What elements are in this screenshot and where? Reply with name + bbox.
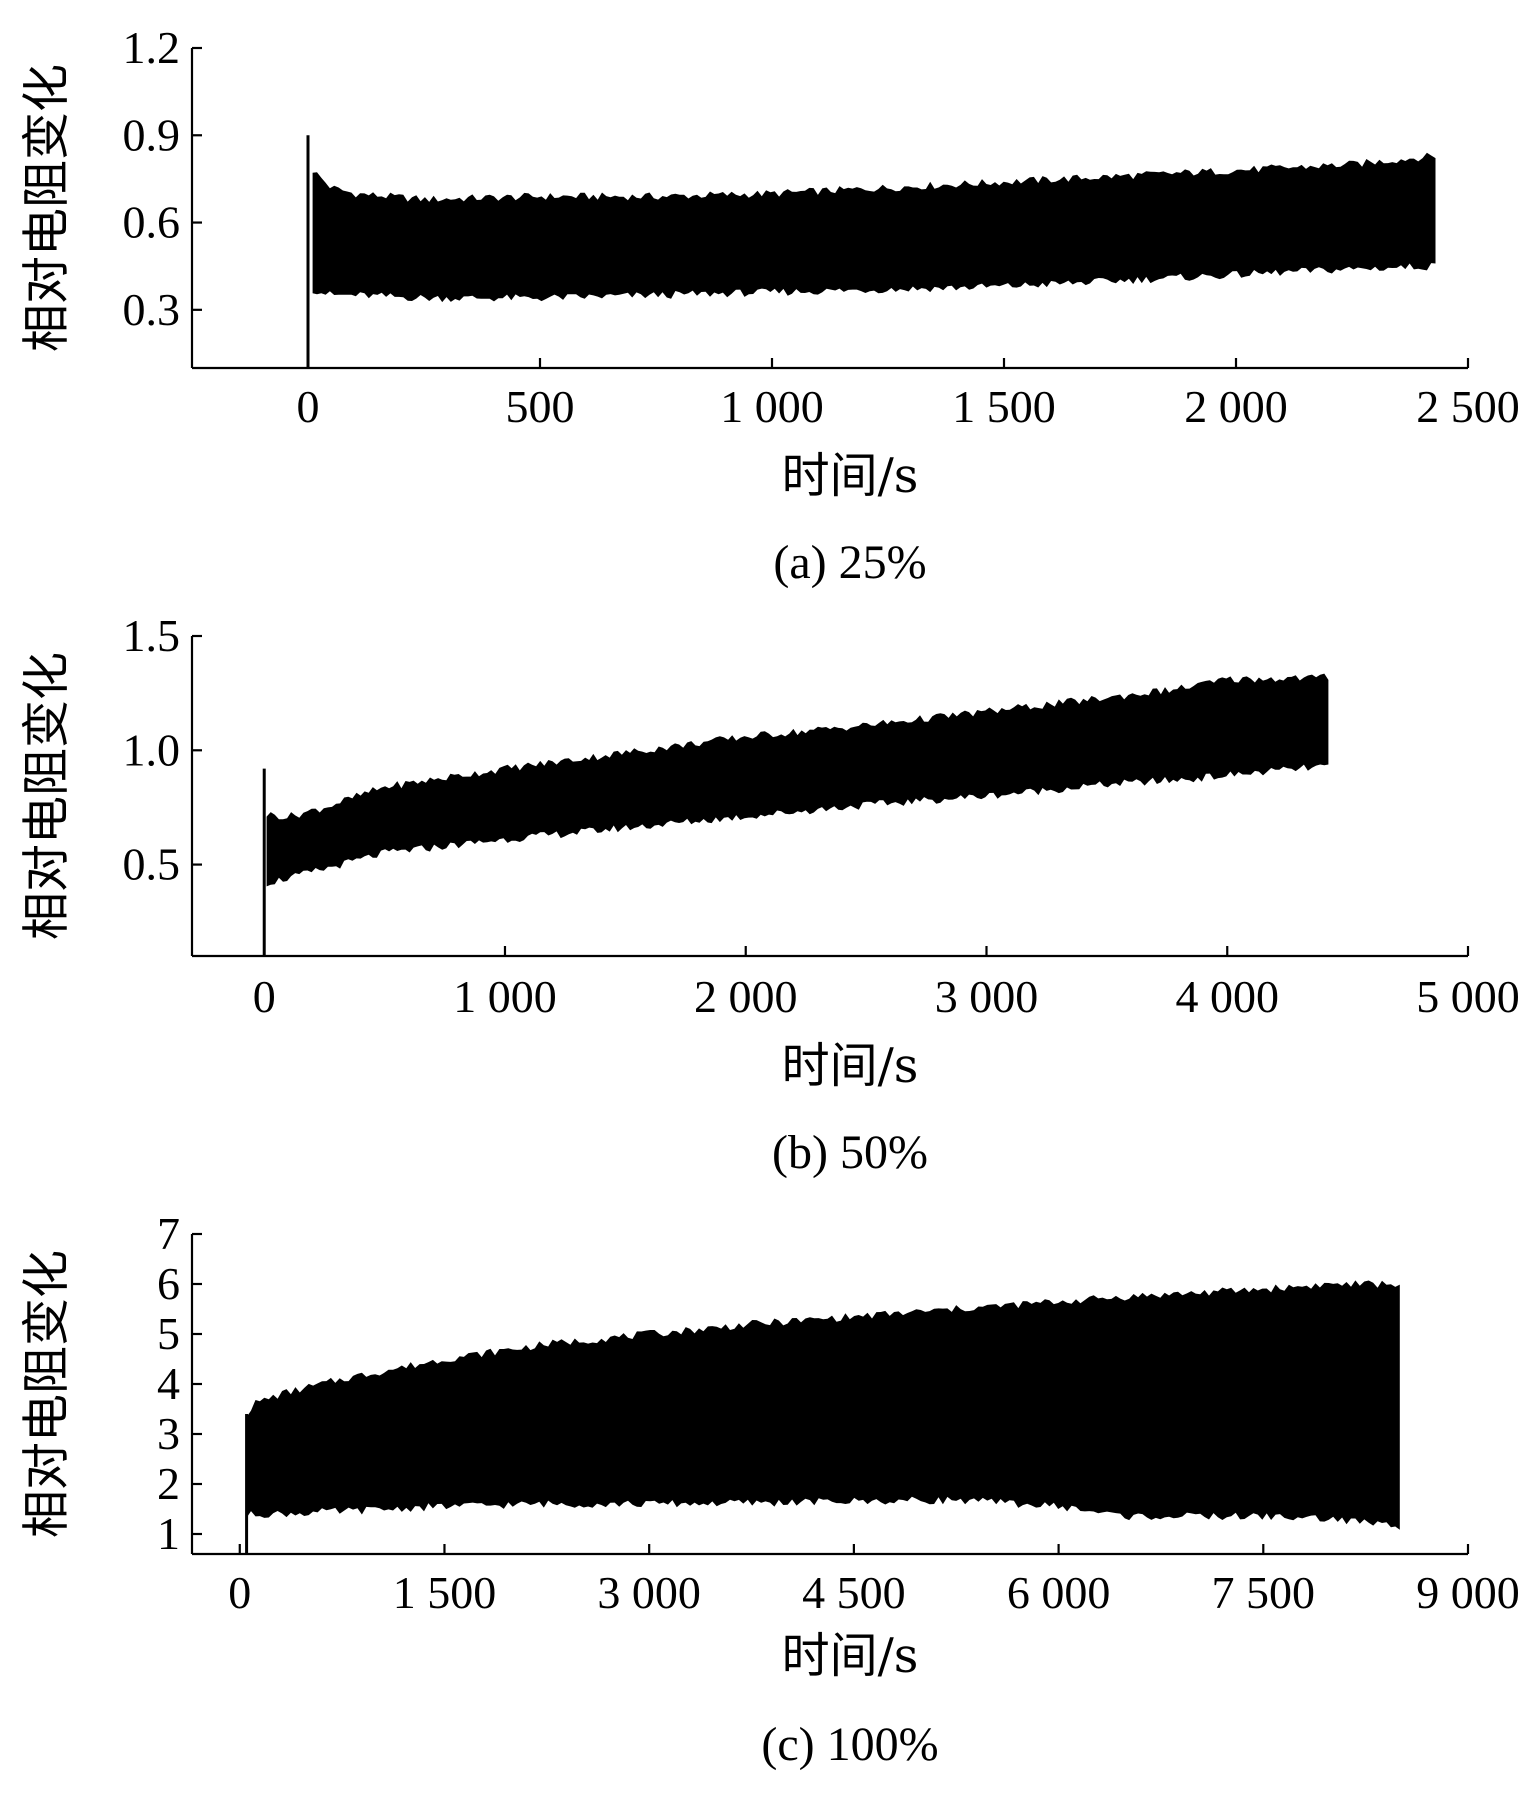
- x-tick-label: 6 000: [1007, 1567, 1111, 1618]
- x-tick-label: 0: [253, 971, 276, 1022]
- x-tick-label: 1 000: [453, 971, 557, 1022]
- y-tick-label: 4: [157, 1358, 180, 1409]
- x-tick-label: 4 500: [802, 1567, 906, 1618]
- series-band-0: [266, 673, 1329, 887]
- y-tick-label: 7: [157, 1208, 180, 1259]
- y-tick-label: 5: [157, 1308, 180, 1359]
- x-axis-label: 时间/s: [782, 1038, 919, 1094]
- series-band-0: [312, 152, 1436, 303]
- x-tick-label: 9 000: [1416, 1567, 1520, 1618]
- y-tick-label: 2: [157, 1458, 180, 1509]
- y-tick-label: 1: [157, 1508, 180, 1559]
- x-tick-label: 7 500: [1212, 1567, 1316, 1618]
- x-tick-label: 0: [297, 381, 320, 432]
- x-tick-label: 0: [228, 1567, 251, 1618]
- y-tick-label: 1.2: [123, 22, 181, 73]
- y-tick-label: 0.9: [123, 109, 181, 160]
- x-tick-label: 4 000: [1175, 971, 1279, 1022]
- x-tick-label: 1 500: [393, 1567, 497, 1618]
- y-tick-label: 6: [157, 1258, 180, 1309]
- y-tick-label: 1.0: [123, 724, 181, 775]
- y-tick-label: 0.6: [123, 197, 181, 248]
- series-band-0: [246, 1280, 1400, 1530]
- chart-panel-1: 0.5 1.0 1.5 0 1 000 2 000 3 000 4 000 5 000 相对电阻变…: [19, 610, 1520, 1179]
- x-axis-label: 时间/s: [782, 448, 919, 504]
- y-axis-label: 相对电阻变化: [19, 652, 75, 940]
- x-tick-label: 5 000: [1416, 971, 1520, 1022]
- y-tick-label: 3: [157, 1408, 180, 1459]
- x-tick-label: 1 500: [952, 381, 1056, 432]
- panel-caption: (a) 25%: [773, 536, 926, 589]
- y-axis-label: 相对电阻变化: [19, 64, 75, 352]
- y-tick-label: 0.5: [123, 839, 181, 890]
- x-tick-label: 1 000: [720, 381, 824, 432]
- x-tick-label: 3 000: [597, 1567, 701, 1618]
- x-axis-label: 时间/s: [782, 1628, 919, 1684]
- panel-caption: (b) 50%: [772, 1126, 928, 1179]
- panel-caption: (c) 100%: [761, 1718, 938, 1771]
- x-tick-label: 3 000: [935, 971, 1039, 1022]
- x-tick-label: 2 000: [1184, 381, 1288, 432]
- x-tick-label: 2 500: [1416, 381, 1520, 432]
- x-tick-label: 500: [506, 381, 575, 432]
- x-tick-label: 2 000: [694, 971, 798, 1022]
- y-tick-label: 1.5: [123, 610, 181, 661]
- y-tick-label: 0.3: [123, 284, 181, 335]
- y-axis-label: 相对电阻变化: [19, 1250, 75, 1538]
- chart-panel-0: 0.3 0.6 0.9 1.2 0 500 1 000 1 500 2 000 2 500 相对电阻…: [19, 22, 1520, 589]
